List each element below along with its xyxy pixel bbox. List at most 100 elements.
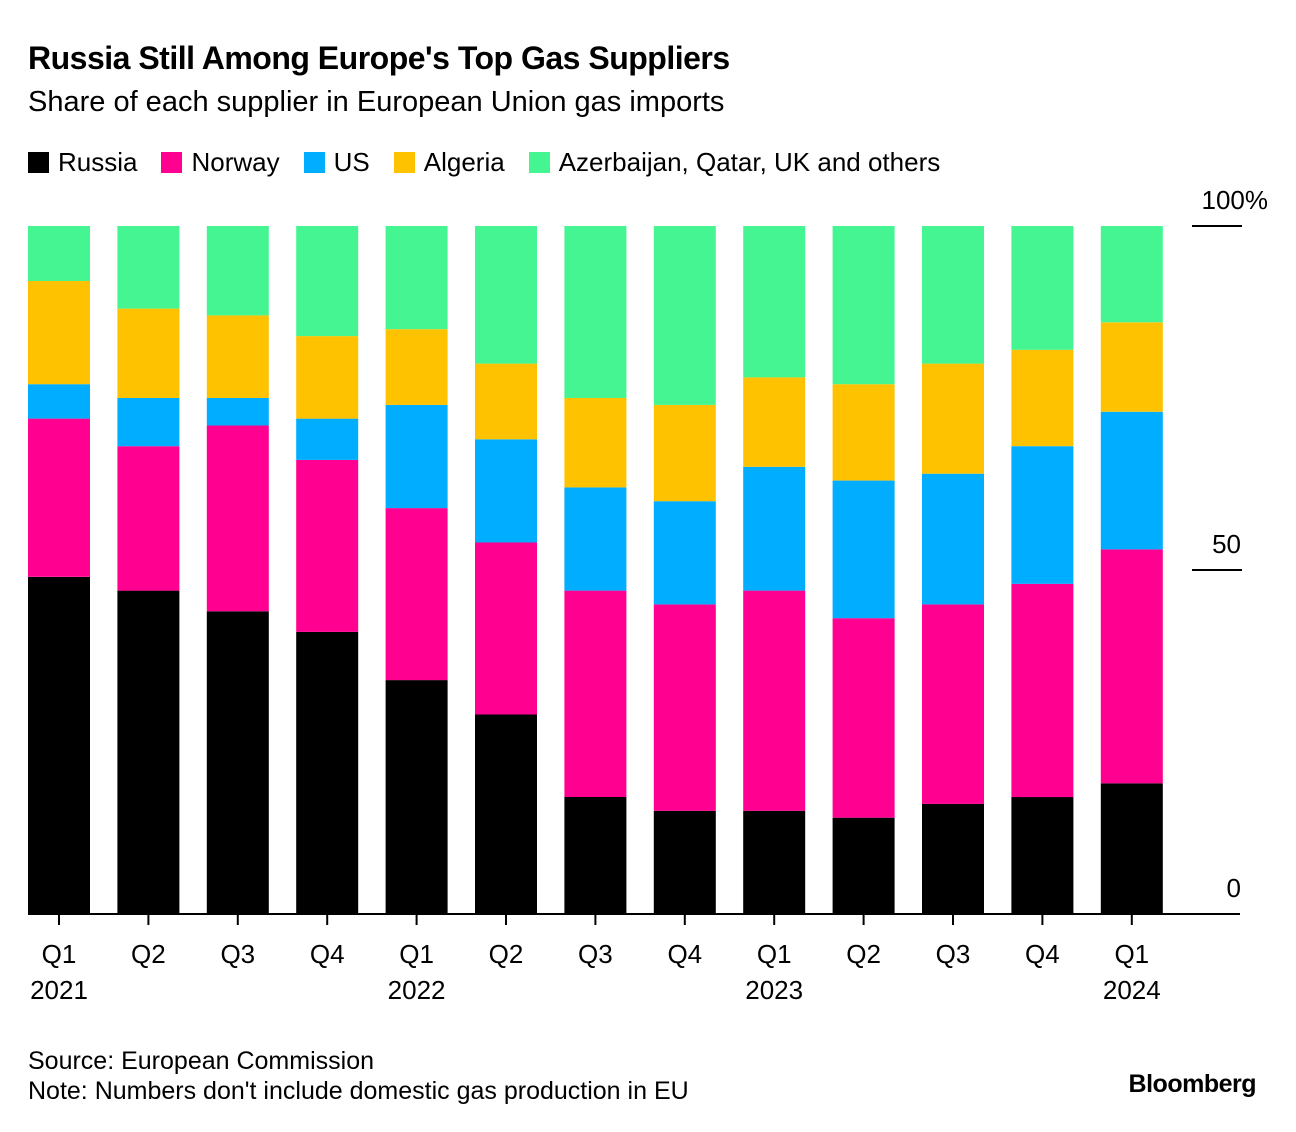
- bar-segment-norway-q1-2021: [28, 418, 90, 577]
- legend-swatch-russia: [28, 152, 49, 173]
- bar-segment-azerbaijan-qatar-uk-and-others-q3-2022: [564, 226, 627, 398]
- y-tick-label: 0: [1227, 873, 1241, 903]
- bar-segment-russia-q1-2023: [743, 810, 806, 914]
- y-tick-label: 100%: [1202, 185, 1269, 215]
- bar-segment-azerbaijan-qatar-uk-and-others-q4-2022: [653, 226, 716, 405]
- footer: Source: European Commission Note: Number…: [28, 1046, 689, 1106]
- bloomberg-logo: Bloomberg: [1128, 1070, 1257, 1098]
- bar-segment-norway-q1-2024: [1100, 549, 1163, 784]
- bar-segment-algeria-q4-2022: [653, 404, 716, 502]
- bar-segment-norway-q3-2022: [564, 590, 627, 797]
- bar-segment-algeria-q1-2024: [1100, 322, 1163, 412]
- legend-item-us: US: [303, 147, 370, 178]
- legend-swatch-algeria: [393, 152, 415, 173]
- bar-segment-us-q4-2022: [653, 501, 716, 605]
- x-tick-label-quarter: Q1: [757, 939, 792, 969]
- x-tick-label-year: 2022: [388, 975, 446, 1005]
- legend: Russia Norway US Algeria Azerbaijan, Qat…: [28, 147, 964, 178]
- chart-subtitle: Share of each supplier in European Union…: [28, 86, 725, 118]
- footnote: Note: Numbers don't include domestic gas…: [28, 1077, 689, 1105]
- bar-segment-azerbaijan-qatar-uk-and-others-q1-2022: [385, 226, 448, 330]
- bar-segment-azerbaijan-qatar-uk-and-others-q1-2023: [743, 226, 806, 378]
- x-tick-label-year: 2021: [30, 975, 88, 1005]
- source-note: Source: European Commission: [28, 1047, 374, 1075]
- bar-segment-russia-q1-2022: [385, 680, 448, 914]
- bar-segment-us-q4-2023: [1011, 446, 1074, 584]
- legend-item-norway: Norway: [161, 147, 280, 178]
- bar-segment-algeria-q3-2021: [206, 315, 269, 398]
- bar-segment-russia-q3-2021: [206, 611, 269, 914]
- legend-label-norway: Norway: [191, 147, 280, 177]
- bar-segment-us-q2-2021: [117, 398, 180, 447]
- x-tick-label-year: 2024: [1103, 975, 1161, 1005]
- bar-segment-algeria-q4-2021: [296, 336, 359, 419]
- bar-segment-algeria-q1-2022: [385, 329, 448, 405]
- bar-segment-algeria-q1-2023: [743, 377, 806, 467]
- bar-segment-algeria-q3-2022: [564, 398, 627, 488]
- bar-segment-norway-q2-2022: [475, 542, 537, 715]
- bar-segment-azerbaijan-qatar-uk-and-others-q1-2021: [28, 226, 90, 281]
- bar-segment-russia-q1-2024: [1100, 783, 1163, 914]
- bar-segment-algeria-q1-2021: [28, 281, 90, 385]
- bar-segment-azerbaijan-qatar-uk-and-others-q2-2023: [832, 226, 895, 385]
- legend-label-us: US: [333, 147, 370, 177]
- bar-segment-us-q4-2021: [296, 418, 359, 460]
- bar-segment-us-q1-2023: [743, 466, 806, 591]
- bar-segment-algeria-q2-2021: [117, 308, 180, 398]
- bar-segment-russia-q4-2023: [1011, 797, 1074, 914]
- bar-segment-russia-q4-2022: [653, 810, 716, 914]
- x-tick-label-quarter: Q4: [1025, 939, 1060, 969]
- bar-segment-norway-q1-2023: [743, 590, 806, 811]
- bar-segment-us-q1-2024: [1100, 411, 1163, 550]
- x-tick-label-quarter: Q4: [310, 939, 345, 969]
- bar-segment-us-q2-2022: [475, 439, 537, 543]
- chart-title: Russia Still Among Europe's Top Gas Supp…: [28, 40, 730, 76]
- bar-segment-russia-q2-2021: [117, 590, 180, 914]
- bar-segment-algeria-q3-2023: [922, 363, 984, 474]
- bar-segment-azerbaijan-qatar-uk-and-others-q2-2021: [117, 226, 180, 309]
- bar-segment-norway-q3-2021: [206, 425, 269, 612]
- bar-segment-azerbaijan-qatar-uk-and-others-q2-2022: [475, 226, 537, 364]
- bar-segment-russia-q3-2022: [564, 797, 627, 914]
- legend-swatch-others: [528, 152, 550, 173]
- bar-segment-us-q3-2021: [206, 398, 269, 426]
- bar-segment-algeria-q2-2022: [475, 363, 537, 440]
- x-tick-label-year: 2023: [745, 975, 803, 1005]
- bar-segment-azerbaijan-qatar-uk-and-others-q1-2024: [1100, 226, 1163, 323]
- legend-item-others: Azerbaijan, Qatar, UK and others: [528, 147, 940, 178]
- bar-segment-azerbaijan-qatar-uk-and-others-q3-2023: [922, 226, 984, 364]
- bar-segment-norway-q2-2023: [832, 618, 895, 818]
- bar-segment-us-q3-2023: [922, 473, 984, 605]
- x-tick-label-quarter: Q2: [131, 939, 166, 969]
- bar-segment-us-q2-2023: [832, 480, 895, 619]
- legend-item-russia: Russia: [28, 147, 137, 178]
- bar-segment-russia-q2-2022: [475, 714, 537, 914]
- bar-segment-norway-q4-2023: [1011, 583, 1074, 798]
- bar-segment-azerbaijan-qatar-uk-and-others-q4-2021: [296, 226, 359, 337]
- bar-segment-russia-q1-2021: [28, 576, 90, 914]
- bar-segment-azerbaijan-qatar-uk-and-others-q3-2021: [206, 226, 269, 316]
- bar-segment-russia-q3-2023: [922, 803, 984, 914]
- bar-segment-norway-q1-2022: [385, 508, 448, 681]
- bar-segment-norway-q4-2022: [653, 604, 716, 811]
- bar-segment-russia-q4-2021: [296, 631, 359, 914]
- legend-swatch-norway: [161, 152, 183, 173]
- legend-label-russia: Russia: [58, 147, 138, 177]
- bar-segment-norway-q3-2023: [922, 604, 984, 804]
- bar-segment-norway-q4-2021: [296, 459, 359, 632]
- x-tick-label-quarter: Q2: [846, 939, 881, 969]
- x-tick-label-quarter: Q1: [399, 939, 434, 969]
- x-tick-label-quarter: Q3: [578, 939, 613, 969]
- legend-label-algeria: Algeria: [423, 147, 505, 177]
- x-tick-label-quarter: Q4: [667, 939, 702, 969]
- bar-segment-us-q1-2022: [385, 404, 448, 509]
- bar-segment-us-q1-2021: [28, 384, 90, 419]
- legend-swatch-us: [303, 152, 325, 173]
- legend-item-algeria: Algeria: [393, 147, 505, 178]
- bar-segment-algeria-q2-2023: [832, 384, 895, 481]
- x-tick-label-quarter: Q1: [1114, 939, 1149, 969]
- x-tick-label-quarter: Q3: [220, 939, 255, 969]
- bar-segment-us-q3-2022: [564, 487, 627, 591]
- bar-segment-algeria-q4-2023: [1011, 349, 1074, 447]
